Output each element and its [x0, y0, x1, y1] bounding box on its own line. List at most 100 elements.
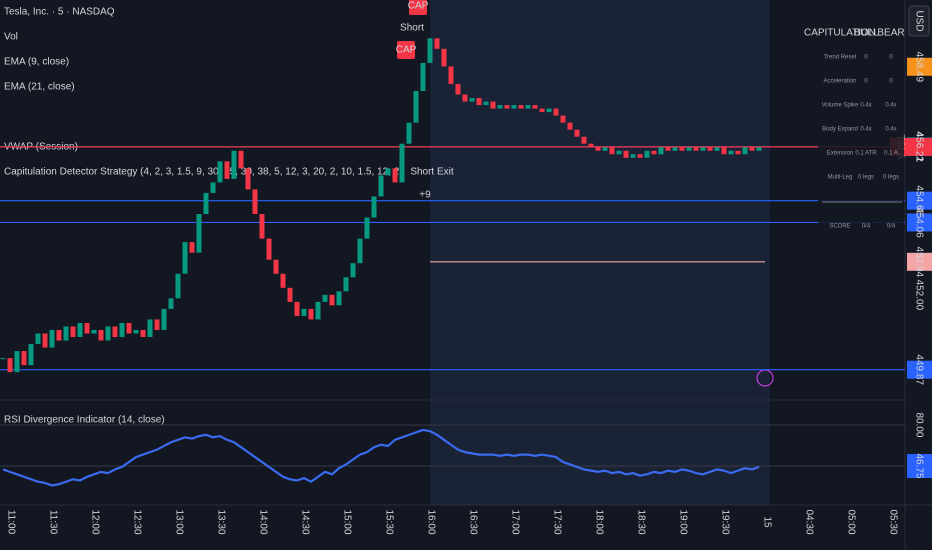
table-cell: Acceleration [823, 79, 856, 85]
price-badge-label: 458.49 [913, 51, 924, 82]
candle [329, 294, 335, 306]
table-cell: 0 [864, 79, 868, 85]
candle [756, 147, 762, 151]
table-header: CAPITULATION [804, 28, 876, 39]
candle [28, 344, 34, 366]
currency-button[interactable] [908, 5, 930, 37]
candle [140, 329, 146, 338]
table-header: BEAR [877, 28, 904, 39]
candle [217, 161, 223, 183]
candle [560, 115, 566, 123]
candle [546, 108, 552, 113]
candle [476, 98, 482, 106]
candle [196, 214, 202, 253]
x-tick-label: 14:30 [299, 509, 310, 534]
table-cell: 0.4x [885, 127, 896, 133]
candle [21, 351, 27, 366]
table-score: 0/4 [887, 224, 896, 230]
candle [56, 329, 62, 341]
candle [392, 168, 398, 183]
table-cell: Volume Spike [822, 103, 859, 109]
candle [595, 147, 601, 151]
candle [455, 83, 461, 95]
x-tick-label: 11:00 [5, 510, 16, 535]
x-tick-label: 18:30 [635, 509, 646, 534]
price-badge [907, 252, 932, 271]
candle [245, 168, 251, 190]
price-badge [907, 57, 932, 76]
candle [266, 238, 272, 260]
candle [252, 189, 258, 215]
candle [462, 94, 468, 102]
candle [14, 351, 20, 373]
x-tick-label: 19:30 [719, 509, 730, 534]
candle [224, 161, 230, 179]
x-tick-label: 15:00 [341, 509, 352, 534]
price-badge-label: 452.94 [913, 247, 924, 278]
candle [63, 326, 69, 341]
candle [420, 62, 426, 92]
indicator-label: EMA (9, close) [4, 57, 69, 68]
price-badge-label: 449.87 [913, 354, 924, 385]
candle [35, 333, 41, 345]
candle [203, 192, 209, 215]
candle [70, 326, 76, 338]
indicator-label: Capitulation Detector Strategy (4, 2, 3,… [4, 167, 403, 178]
candle [735, 150, 741, 155]
candle [553, 108, 559, 116]
cap-badge [409, 0, 427, 15]
candle [371, 196, 377, 218]
candle [175, 273, 181, 299]
candle [469, 98, 475, 102]
x-tick-label: 16:30 [467, 509, 478, 534]
indicator-label: Vol [4, 32, 18, 43]
candle [637, 154, 643, 158]
rsi-badge [907, 454, 932, 479]
candle [525, 105, 531, 109]
candle [693, 147, 699, 151]
candle [518, 105, 524, 109]
table-cell: 0 [889, 79, 893, 85]
cap-badge [397, 41, 415, 59]
x-tick-label: 13:00 [173, 509, 184, 534]
symbol-title: Tesla, Inc. · 5 · NASDAQ [4, 7, 115, 18]
candle [259, 214, 265, 239]
table-cell: 0 [889, 55, 893, 61]
candle [161, 308, 167, 330]
x-tick-label: 05:00 [845, 509, 856, 534]
candle [385, 168, 391, 176]
currency: USD [913, 10, 924, 31]
candle [357, 238, 363, 264]
short-exit-label: Short Exit [410, 167, 454, 178]
table-cell: 0 [864, 55, 868, 61]
x-tick-label: 17:00 [509, 509, 520, 534]
candle [350, 263, 356, 278]
x-tick-label: 17:30 [551, 509, 562, 534]
candle [147, 319, 153, 338]
table-cell: 0.4x [860, 127, 871, 133]
x-tick-label: 15 [761, 516, 772, 528]
y-tick-label: 80.00 [913, 412, 924, 437]
x-tick-label: 18:00 [593, 509, 604, 534]
candle [686, 147, 692, 151]
table-cell: Body Expand [822, 127, 858, 133]
candle [133, 329, 139, 334]
candle [119, 322, 125, 338]
price-badge [907, 213, 932, 232]
candle [574, 129, 580, 137]
candle [315, 301, 321, 320]
session-shade [430, 0, 770, 505]
candle [434, 38, 440, 49]
candle [588, 143, 594, 148]
table-score: SCORE [829, 224, 850, 230]
candle [322, 294, 328, 302]
candle [105, 326, 111, 341]
short-label: Short [400, 23, 424, 34]
candle [623, 150, 629, 158]
candle [287, 287, 293, 302]
cap-label: CAP [396, 45, 417, 56]
x-tick-label: 05:30 [887, 509, 898, 534]
x-tick-label: 12:00 [89, 509, 100, 534]
candle [609, 147, 615, 155]
